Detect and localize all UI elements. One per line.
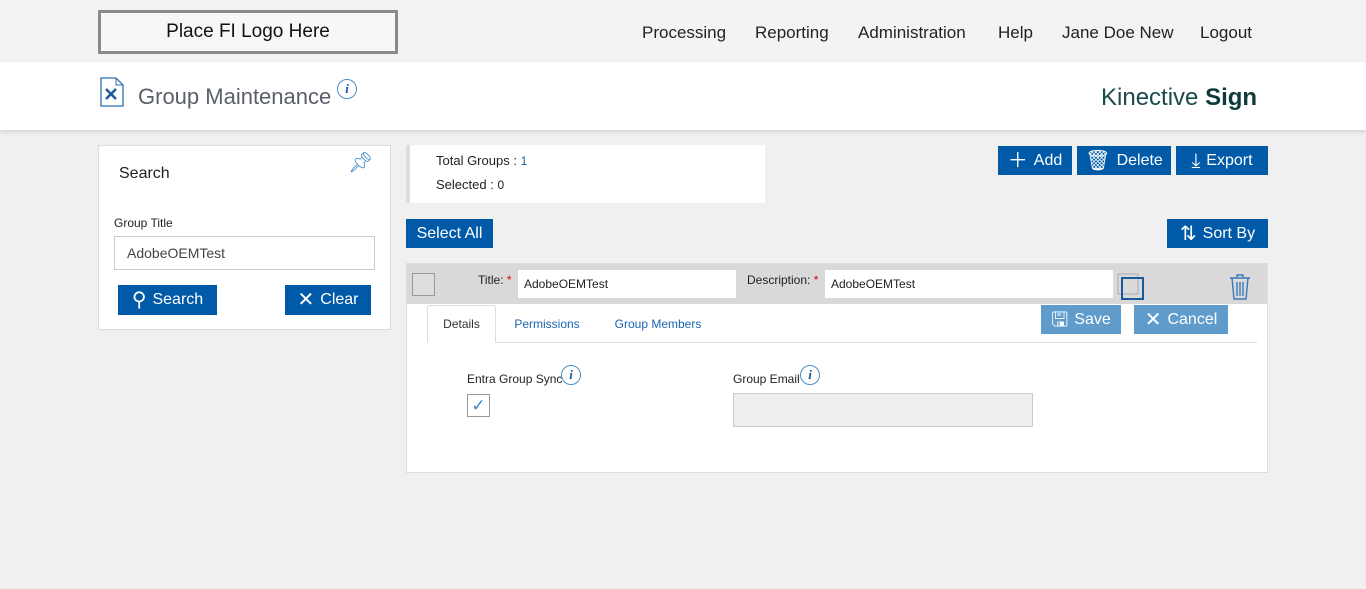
- info-icon[interactable]: i: [561, 365, 581, 385]
- save-icon: 🖫: [1051, 308, 1069, 331]
- tab-group-members[interactable]: Group Members: [614, 317, 702, 331]
- tab-details[interactable]: Details: [427, 305, 496, 343]
- add-button[interactable]: ＋ Add: [998, 146, 1072, 175]
- group-email-input[interactable]: [733, 393, 1033, 427]
- plus-icon: ＋: [1007, 149, 1028, 172]
- title-input[interactable]: [518, 270, 736, 298]
- total-groups: Total Groups : 1: [436, 153, 528, 168]
- nav-processing[interactable]: Processing: [642, 23, 727, 42]
- summary-box: [406, 145, 765, 203]
- title-label: Title: *: [478, 273, 512, 287]
- group-email-label: Group Email: [733, 372, 800, 386]
- entra-group-sync-checkbox[interactable]: ✓: [467, 394, 490, 417]
- nav-reporting[interactable]: Reporting: [755, 23, 829, 42]
- page-header: [0, 62, 1366, 130]
- tab-divider: [427, 342, 1257, 343]
- entra-group-sync-label: Entra Group Sync: [467, 372, 563, 386]
- sort-icon: ⇅: [1179, 222, 1197, 245]
- search-icon: ⚲: [131, 289, 147, 311]
- search-button[interactable]: ⚲ Search: [118, 285, 217, 315]
- search-heading: Search: [119, 165, 170, 182]
- description-label: Description: *: [747, 273, 819, 287]
- download-icon: ⤓: [1191, 149, 1201, 172]
- pin-icon[interactable]: 📌︎: [348, 152, 374, 174]
- export-button[interactable]: ⤓ Export: [1176, 146, 1268, 175]
- brand-logo: Kinective Sign: [1101, 84, 1258, 111]
- fi-logo-placeholder: Place FI Logo Here: [98, 10, 398, 54]
- copy-icon[interactable]: [1117, 273, 1145, 301]
- trash-icon[interactable]: [1229, 273, 1251, 301]
- sort-by-button[interactable]: ⇅ Sort By: [1167, 219, 1268, 248]
- save-button[interactable]: 🖫 Save: [1041, 305, 1121, 334]
- close-icon: ✕: [297, 289, 315, 311]
- clear-button[interactable]: ✕ Clear: [285, 285, 371, 315]
- description-input[interactable]: [825, 270, 1113, 298]
- trash-icon: 🗑︎: [1085, 149, 1111, 172]
- nav-administration[interactable]: Administration: [858, 23, 966, 42]
- group-title-label: Group Title: [114, 216, 173, 230]
- selected-count: Selected : 0: [436, 177, 505, 192]
- delete-button[interactable]: 🗑︎ Delete: [1077, 146, 1171, 175]
- nav-user[interactable]: Jane Doe New: [1062, 23, 1174, 42]
- info-icon[interactable]: i: [337, 79, 357, 99]
- select-all-button[interactable]: Select All: [406, 219, 493, 248]
- info-icon[interactable]: i: [800, 365, 820, 385]
- tab-permissions[interactable]: Permissions: [514, 317, 580, 331]
- checkmark-icon: ✓: [471, 396, 486, 415]
- page-title: Group Maintenance: [138, 84, 332, 109]
- nav-help[interactable]: Help: [998, 23, 1033, 42]
- close-icon: ✕: [1144, 308, 1162, 331]
- cancel-button[interactable]: ✕ Cancel: [1134, 305, 1228, 334]
- group-maintenance-icon: [100, 77, 124, 107]
- group-title-input[interactable]: [114, 236, 375, 270]
- record-select-checkbox[interactable]: [412, 273, 435, 296]
- nav-logout[interactable]: Logout: [1200, 23, 1252, 42]
